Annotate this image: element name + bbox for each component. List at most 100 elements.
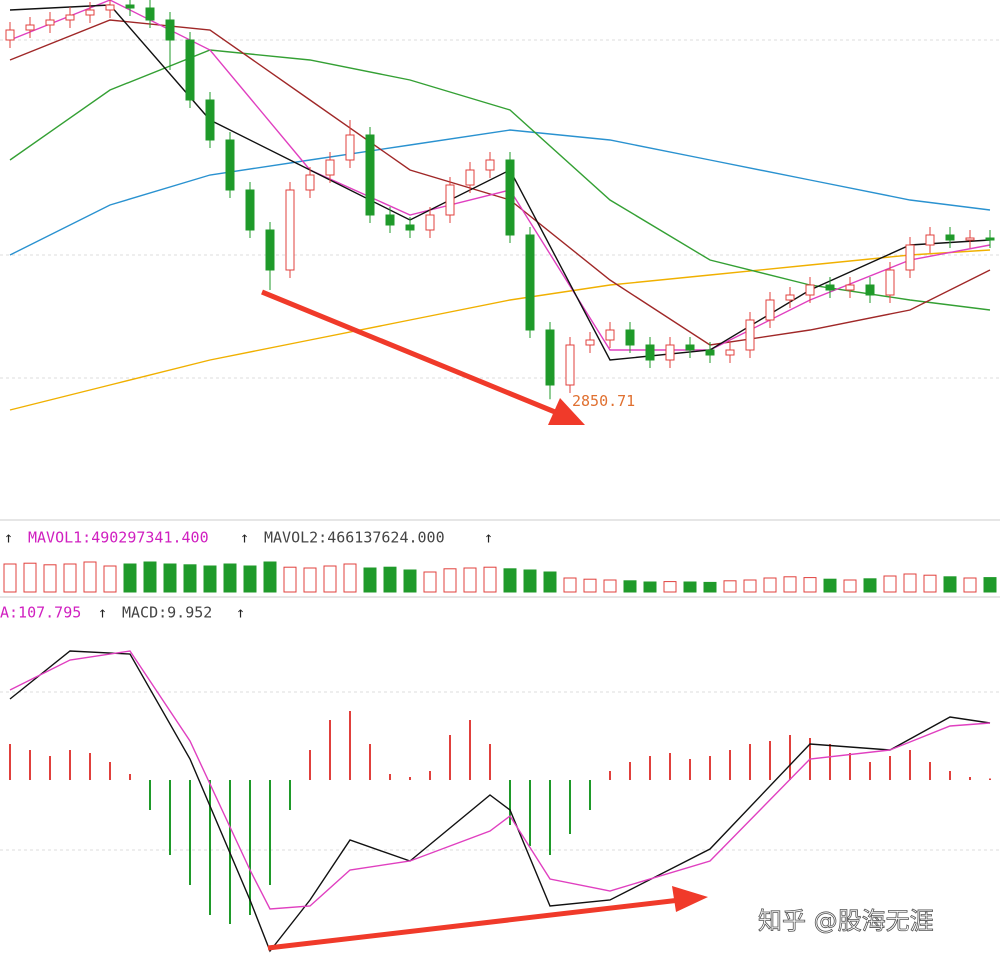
volume-bar	[883, 575, 897, 593]
volume-bar	[143, 561, 157, 593]
candle-body	[825, 284, 835, 291]
candle-body	[405, 224, 415, 231]
line-series	[9, 19, 991, 346]
volume-bar	[223, 563, 237, 593]
volume-bar	[803, 577, 817, 593]
candle-body	[765, 299, 775, 321]
volume-bar	[903, 573, 917, 593]
candle-body	[485, 159, 495, 171]
candle-body	[25, 24, 35, 31]
candle-body	[145, 7, 155, 21]
volume-bar	[823, 578, 837, 593]
volume-bar	[843, 579, 857, 593]
candle-body	[425, 214, 435, 231]
candle-body	[245, 189, 255, 231]
candle-body	[745, 319, 755, 351]
candle-body	[965, 237, 975, 241]
volume-bar	[23, 562, 37, 593]
candle-body	[925, 234, 935, 246]
candle-body	[865, 284, 875, 296]
candle-body	[325, 159, 335, 176]
volume-bar	[3, 563, 17, 593]
volume-bar	[563, 577, 577, 593]
candle-body	[165, 19, 175, 41]
arrow-icon: ↑	[98, 604, 107, 622]
volume-bar	[203, 565, 217, 593]
candle-body	[465, 169, 475, 186]
candle-body	[705, 349, 715, 356]
volume-bar	[343, 563, 357, 593]
line-series	[9, 650, 991, 953]
candle-body	[445, 184, 455, 216]
candle-body	[305, 174, 315, 191]
volume-bar	[243, 565, 257, 593]
volume-bar	[103, 565, 117, 593]
volume-bar	[303, 567, 317, 593]
candle-body	[785, 294, 795, 301]
volume-bar	[723, 580, 737, 593]
candle-body	[5, 29, 15, 41]
candle-body	[725, 349, 735, 356]
candle-body	[505, 159, 515, 236]
arrow-icon: ↑	[236, 604, 245, 622]
candle-body	[945, 234, 955, 241]
line-series	[9, 49, 991, 311]
candle-body	[605, 329, 615, 341]
line-series	[9, 4, 991, 361]
candle-body	[185, 39, 195, 101]
volume-bar	[423, 571, 437, 593]
volume-bar	[543, 571, 557, 593]
line-series	[9, 650, 991, 910]
line-series	[9, 129, 991, 256]
volume-bar	[283, 566, 297, 593]
volume-bar	[983, 577, 997, 593]
candle-body	[845, 284, 855, 291]
volume-bar	[703, 581, 717, 593]
volume-bar	[83, 561, 97, 593]
volume-bar	[363, 567, 377, 593]
volume-bar	[163, 563, 177, 593]
volume-bar	[743, 579, 757, 593]
volume-bar	[663, 581, 677, 593]
volume-bar	[603, 579, 617, 593]
mavol2-label: MAVOL2:466137624.000	[264, 529, 445, 547]
macd-label: MACD:9.952	[122, 604, 212, 622]
volume-bar	[923, 574, 937, 593]
volume-bar	[63, 563, 77, 593]
candle-body	[105, 4, 115, 11]
trend-arrow	[261, 289, 708, 951]
volume-bar	[863, 578, 877, 593]
candle-body	[685, 344, 695, 351]
volume-bar	[583, 578, 597, 593]
volume-bar	[483, 566, 497, 593]
candle-body	[285, 189, 295, 271]
content: 2850.71	[3, 0, 997, 953]
candle-body	[365, 134, 375, 216]
volume-bar	[763, 577, 777, 593]
volume-bar	[643, 581, 657, 593]
candle-body	[565, 344, 575, 386]
candle-body	[885, 269, 895, 296]
candle-body	[45, 19, 55, 26]
volume-bar	[43, 564, 57, 593]
candle-body	[385, 214, 395, 226]
volume-bar	[403, 569, 417, 593]
candle-body	[525, 234, 535, 331]
watermark: 知乎 @股海无涯	[758, 907, 934, 935]
candle-body	[265, 229, 275, 271]
volume-bar	[523, 569, 537, 593]
candle-body	[65, 14, 75, 21]
arrow-icon: ↑	[4, 529, 13, 547]
volume-bar	[263, 561, 277, 593]
candle-body	[645, 344, 655, 361]
volume-bar	[463, 567, 477, 593]
candle-body	[545, 329, 555, 386]
candle-body	[205, 99, 215, 141]
dea-label: A:107.795	[0, 604, 81, 622]
arrow-icon: ↑	[240, 529, 249, 547]
mavol1-label: MAVOL1:490297341.400	[28, 529, 209, 547]
candle-body	[805, 284, 815, 296]
candle-body	[585, 339, 595, 346]
volume-bar	[503, 568, 517, 593]
